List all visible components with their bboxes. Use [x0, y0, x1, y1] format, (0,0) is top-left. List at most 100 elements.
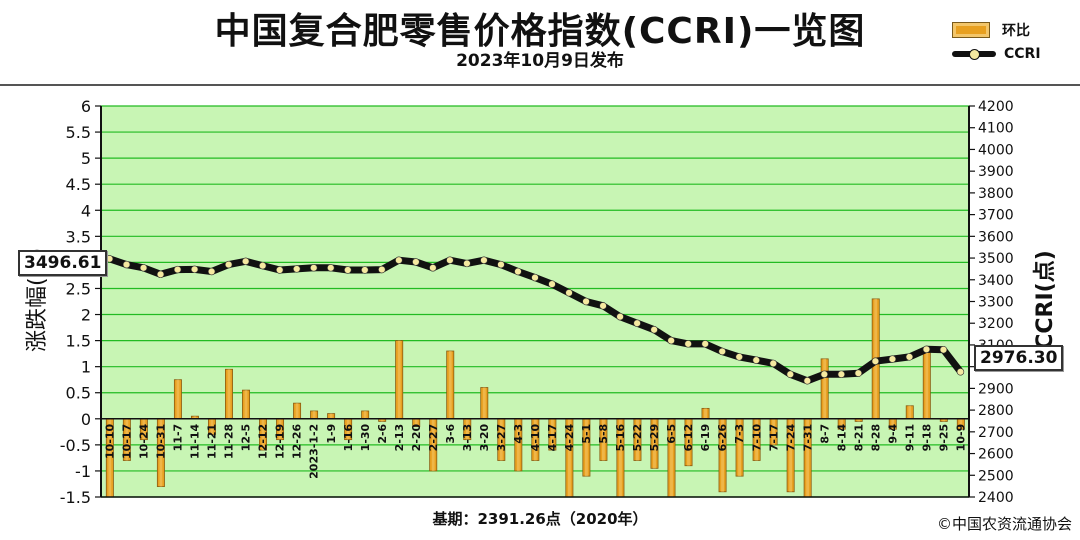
bar-highlight — [959, 418, 963, 430]
bar-highlight — [278, 418, 282, 440]
y2-tick-label: 3900 — [978, 164, 1014, 180]
x-tick-label: 5-22 — [631, 424, 644, 452]
ccri-point — [173, 265, 182, 274]
x-tick-label: 6-19 — [699, 424, 712, 452]
bar-highlight — [329, 413, 333, 419]
legend-line-label: CCRI — [1004, 46, 1041, 62]
x-tick-label: 8-7 — [818, 424, 831, 444]
y2-tick-label: 3600 — [978, 229, 1014, 245]
bar-highlight — [465, 418, 469, 440]
x-tick-label: 6-5 — [665, 424, 678, 444]
ccri-point — [139, 264, 148, 272]
y2-tick-label: 2600 — [978, 447, 1014, 463]
bar-highlight — [516, 418, 520, 471]
x-tick-label: 11-28 — [223, 424, 236, 459]
x-tick-label: 10-24 — [138, 423, 151, 459]
bar-highlight — [738, 418, 742, 477]
x-tick-label: 11-14 — [189, 423, 202, 459]
x-tick-label: 5-29 — [648, 424, 661, 452]
bar-highlight — [636, 418, 639, 461]
bar-highlight — [261, 418, 265, 451]
ccri-point — [888, 355, 897, 363]
y-tick-label: 3.5 — [66, 227, 91, 246]
y2-tick-label: 3400 — [978, 273, 1014, 289]
bar-highlight — [721, 418, 724, 492]
ccri-point — [871, 357, 880, 365]
legend: 环比 CCRI — [952, 18, 1041, 66]
x-tick-label: 10-10 — [104, 423, 117, 459]
end-value-callout: 2976.30 — [974, 345, 1064, 371]
y2-tick-label: 3200 — [978, 316, 1014, 332]
x-tick-label: 8-21 — [852, 424, 865, 452]
x-tick-label: 10-17 — [121, 424, 134, 459]
bar-highlight — [159, 418, 163, 487]
x-tick-label: 8-14 — [835, 423, 848, 451]
x-tick-label: 7-24 — [784, 423, 797, 451]
x-tick-label: 10-31 — [155, 424, 168, 459]
line-swatch-icon — [952, 47, 996, 61]
bar-highlight — [601, 418, 605, 461]
legend-item-bar: 环比 — [952, 18, 1041, 42]
ccri-point — [531, 273, 539, 282]
bar-highlight — [823, 358, 827, 419]
ccri-point — [854, 369, 863, 377]
y-tick-label: -0.5 — [60, 436, 91, 455]
y-tick-label: 5 — [81, 149, 91, 168]
y2-tick-label: 3800 — [978, 186, 1014, 202]
bar-highlight — [108, 418, 112, 497]
y-tick-label: 4.5 — [66, 175, 91, 194]
legend-item-line: CCRI — [952, 42, 1041, 66]
y-tick-label: 2.5 — [66, 279, 91, 298]
bar-highlight — [499, 418, 503, 461]
bar-highlight — [704, 408, 707, 419]
ccri-point — [582, 297, 590, 306]
ccri-point — [769, 359, 777, 368]
bar-highlight — [295, 403, 299, 419]
bar-highlight — [908, 405, 912, 419]
x-tick-label: 3-6 — [444, 423, 457, 443]
x-tick-label: 3-27 — [495, 424, 508, 452]
ccri-point — [548, 280, 556, 288]
y2-tick-label: 2900 — [978, 381, 1014, 397]
ccri-point — [258, 261, 267, 270]
x-tick-label: 12-5 — [240, 424, 253, 452]
ccri-point — [565, 289, 573, 297]
bar-swatch-icon — [952, 22, 990, 38]
y-tick-label: 2 — [81, 306, 91, 325]
ccri-point — [905, 353, 914, 361]
ccri-point — [480, 256, 488, 264]
ccri-point — [276, 266, 284, 274]
baseline-note: 基期：2391.26点（2020年） — [432, 510, 648, 528]
x-tick-label: 11-21 — [206, 424, 219, 459]
bar-highlight — [806, 418, 810, 497]
ccri-point — [327, 264, 335, 272]
bar-highlight — [857, 418, 861, 422]
y-tick-label: -1.5 — [60, 488, 91, 507]
y-tick-label: -1 — [75, 462, 91, 481]
copyright-text: ©中国农资流通协会 — [936, 515, 1072, 533]
bar-highlight — [176, 379, 180, 419]
ccri-point — [650, 326, 658, 334]
bar-highlight — [448, 351, 452, 419]
x-tick-label: 11-7 — [172, 424, 185, 452]
ccri-point — [310, 264, 318, 272]
x-tick-label: 9-25 — [938, 424, 951, 452]
x-tick-label: 10-9 — [955, 424, 968, 452]
bar-highlight — [772, 418, 776, 445]
ccri-point — [599, 302, 607, 310]
bar-highlight — [142, 418, 146, 440]
x-tick-label: 3-13 — [461, 424, 474, 452]
x-tick-label: 5-1 — [580, 424, 593, 444]
x-tick-label: 4-3 — [512, 424, 525, 444]
ccri-point — [718, 347, 726, 356]
bar-highlight — [363, 410, 367, 419]
y-tick-label: 4 — [81, 201, 91, 220]
chart-subtitle: 2023年10月9日发布 — [456, 51, 624, 71]
x-tick-label: 9-11 — [903, 424, 916, 452]
y2-tick-label: 2800 — [978, 403, 1014, 419]
y2-tick-label: 3500 — [978, 251, 1014, 267]
header-divider — [0, 84, 1080, 86]
x-tick-label: 7-17 — [767, 424, 780, 452]
x-tick-label: 12-19 — [274, 424, 287, 459]
